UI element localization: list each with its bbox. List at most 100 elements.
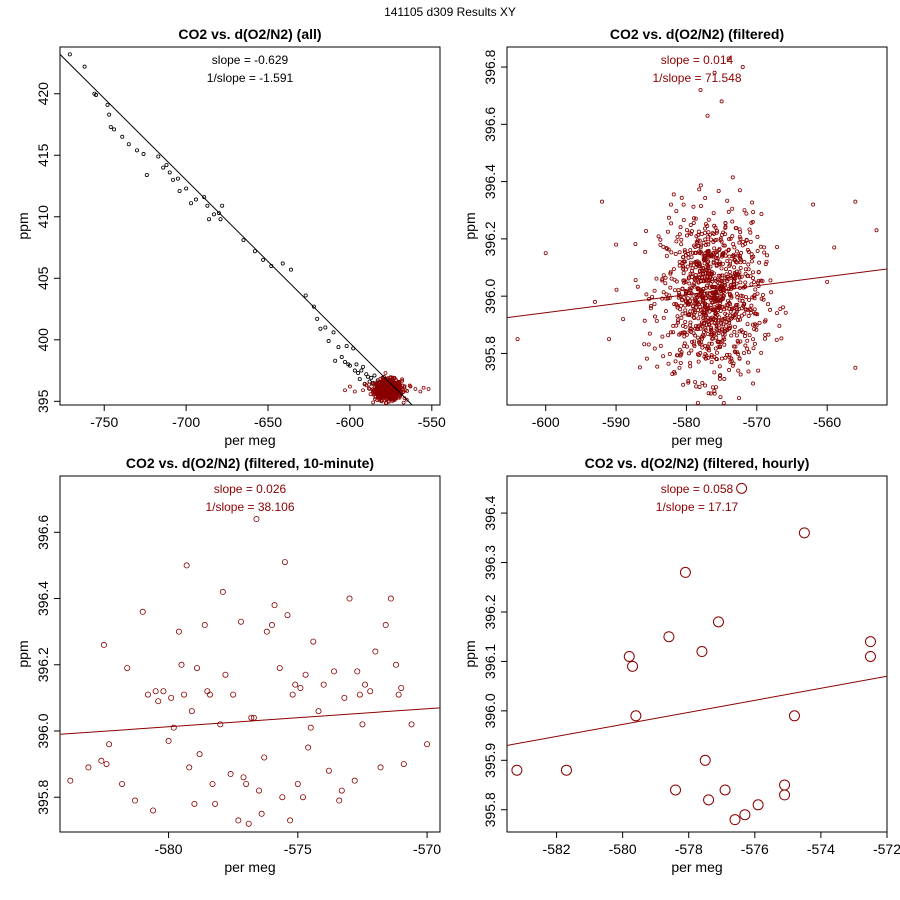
data-point: [188, 708, 195, 715]
data-point: [305, 744, 312, 751]
data-point: [745, 322, 750, 327]
data-point: [753, 311, 758, 316]
data-point: [744, 211, 749, 216]
data-point: [747, 297, 752, 302]
data-point: [765, 253, 770, 258]
data-point: [258, 810, 265, 817]
data-point: [688, 262, 693, 267]
data-point: [216, 211, 221, 216]
x-tick-label: -580: [155, 841, 183, 857]
data-point: [730, 219, 735, 224]
data-point: [675, 318, 680, 323]
data-point: [371, 382, 375, 387]
data-point: [678, 307, 683, 312]
data-point: [692, 339, 697, 344]
data-point: [719, 279, 724, 284]
data-point: [735, 350, 740, 355]
data-point: [743, 241, 748, 246]
y-tick-label: 405: [35, 266, 51, 290]
data-point: [400, 761, 407, 768]
data-point: [729, 282, 734, 287]
data-point: [706, 234, 711, 239]
data-point: [727, 270, 732, 275]
data-point: [682, 249, 687, 254]
data-point: [681, 267, 686, 272]
data-point: [311, 304, 316, 309]
data-point: [676, 320, 681, 325]
data-point: [694, 234, 699, 239]
slope-annotation: 1/slope = -1.591: [207, 71, 294, 85]
data-point: [733, 311, 738, 316]
data-point: [686, 351, 691, 356]
data-point: [679, 303, 684, 308]
data-point: [742, 208, 747, 213]
data-point: [280, 261, 285, 266]
x-axis-label: per meg: [224, 859, 275, 875]
data-point: [703, 328, 708, 333]
data-point: [656, 234, 661, 239]
data-point: [288, 267, 293, 272]
data-point: [592, 299, 597, 304]
panel-3: CO2 vs. d(O2/N2) (filtered, 10-minute) -5…: [15, 455, 441, 875]
data-point: [763, 332, 768, 337]
data-point: [666, 361, 671, 366]
x-tick-label: -576: [741, 841, 769, 857]
x-tick-label: -574: [807, 841, 835, 857]
data-point: [395, 385, 400, 390]
data-point: [675, 305, 680, 310]
data-point: [359, 721, 366, 728]
data-point: [690, 304, 695, 309]
data-point: [766, 302, 771, 307]
data-point: [370, 380, 375, 385]
data-point: [712, 238, 717, 243]
data-point: [268, 622, 275, 629]
data-point: [600, 199, 605, 204]
data-point: [721, 322, 726, 327]
data-point: [377, 390, 382, 395]
data-point: [696, 646, 708, 658]
data-point: [644, 228, 649, 233]
data-point: [719, 289, 724, 294]
data-point: [727, 326, 732, 331]
data-point: [699, 243, 704, 248]
data-point: [289, 691, 296, 698]
data-point: [712, 388, 717, 393]
data-point: [511, 764, 523, 776]
data-point: [706, 230, 711, 235]
data-point: [713, 346, 718, 351]
data-point: [248, 714, 255, 721]
data-point: [766, 332, 771, 337]
data-point: [339, 355, 344, 360]
fit-line: [507, 268, 887, 319]
data-point: [685, 296, 690, 301]
data-point: [747, 333, 752, 338]
data-point: [729, 333, 734, 338]
panel-1: CO2 vs. d(O2/N2) (all) -750 -700 -650 -600 -5…: [15, 26, 446, 448]
y-tick-label: 396.1: [482, 644, 498, 679]
x-axis-label: per meg: [671, 432, 722, 448]
data-point: [413, 387, 418, 391]
data-point: [668, 202, 673, 207]
data-point: [714, 230, 719, 235]
data-point: [196, 751, 203, 758]
data-point: [705, 332, 710, 337]
data-point: [184, 186, 189, 191]
data-point: [702, 321, 707, 326]
data-point: [320, 681, 327, 688]
data-point: [368, 392, 373, 397]
data-point: [737, 254, 742, 259]
data-point: [726, 247, 731, 252]
data-point: [736, 253, 741, 258]
x-axis-label: per meg: [224, 432, 275, 448]
data-point: [367, 387, 372, 391]
data-point: [733, 350, 738, 355]
data-point: [658, 242, 663, 247]
data-point: [743, 307, 748, 312]
data-point: [762, 245, 767, 250]
data-point: [424, 741, 431, 748]
data-point: [720, 252, 725, 257]
data-point: [318, 326, 323, 331]
data-point: [230, 691, 237, 698]
data-point: [711, 336, 716, 341]
data-point: [680, 330, 685, 335]
